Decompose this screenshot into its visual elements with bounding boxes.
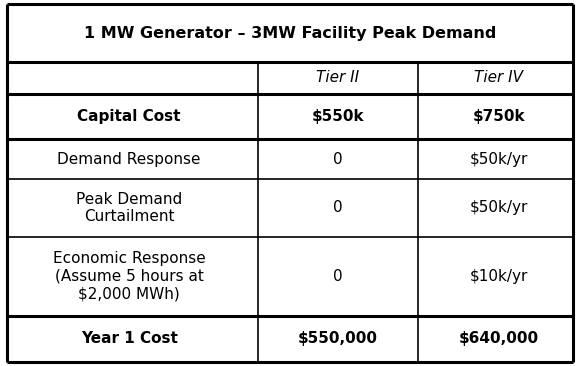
Text: $550,000: $550,000 bbox=[298, 331, 378, 346]
Text: $10k/yr: $10k/yr bbox=[470, 269, 528, 284]
Text: Year 1 Cost: Year 1 Cost bbox=[81, 331, 177, 346]
Text: $50k/yr: $50k/yr bbox=[470, 200, 528, 215]
Text: Tier IV: Tier IV bbox=[474, 70, 523, 85]
Text: Capital Cost: Capital Cost bbox=[77, 109, 181, 124]
Text: $750k: $750k bbox=[473, 109, 525, 124]
Text: $550k: $550k bbox=[311, 109, 364, 124]
Text: 0: 0 bbox=[333, 269, 343, 284]
Text: 0: 0 bbox=[333, 200, 343, 215]
Text: 1 MW Generator – 3MW Facility Peak Demand: 1 MW Generator – 3MW Facility Peak Deman… bbox=[84, 26, 496, 41]
Text: Economic Response
(Assume 5 hours at
$2,000 MWh): Economic Response (Assume 5 hours at $2,… bbox=[53, 251, 205, 301]
Text: Tier II: Tier II bbox=[316, 70, 360, 85]
Text: 0: 0 bbox=[333, 152, 343, 167]
Text: $640,000: $640,000 bbox=[459, 331, 539, 346]
Text: Demand Response: Demand Response bbox=[57, 152, 201, 167]
Text: $50k/yr: $50k/yr bbox=[470, 152, 528, 167]
Text: Peak Demand
Curtailment: Peak Demand Curtailment bbox=[76, 192, 182, 224]
